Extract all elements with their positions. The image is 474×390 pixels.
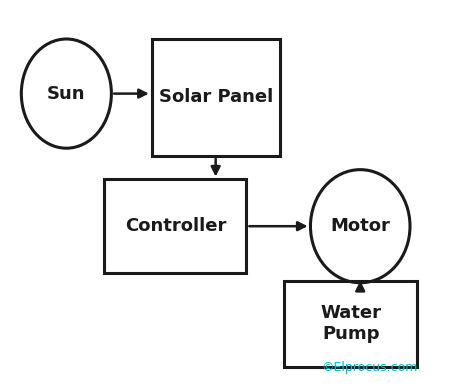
Text: Sun: Sun [47, 85, 86, 103]
Text: Controller: Controller [125, 217, 226, 235]
Text: Motor: Motor [330, 217, 390, 235]
Text: ©Elprocus.com: ©Elprocus.com [321, 362, 418, 374]
Bar [104, 179, 246, 273]
Text: Water
Pump: Water Pump [320, 304, 381, 343]
Bar [284, 281, 417, 367]
Text: Solar Panel: Solar Panel [158, 89, 273, 106]
Bar [152, 39, 280, 156]
